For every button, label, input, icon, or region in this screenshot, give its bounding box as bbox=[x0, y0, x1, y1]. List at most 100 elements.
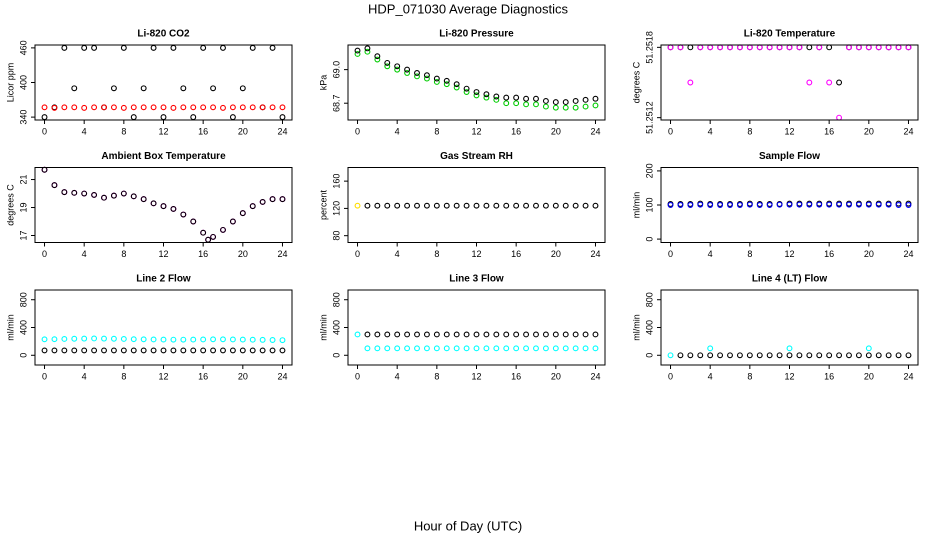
point bbox=[374, 345, 381, 352]
point bbox=[776, 352, 783, 359]
y-tick-label: 800 bbox=[644, 292, 654, 307]
point bbox=[905, 44, 912, 51]
point bbox=[766, 352, 773, 359]
point bbox=[170, 347, 177, 354]
point bbox=[875, 201, 882, 208]
point bbox=[503, 94, 510, 101]
plot-area bbox=[41, 44, 286, 121]
point bbox=[229, 347, 236, 354]
point bbox=[220, 226, 226, 233]
point bbox=[533, 345, 539, 352]
point bbox=[885, 201, 892, 208]
x-tick-label: 8 bbox=[121, 371, 126, 381]
point bbox=[572, 98, 579, 104]
plot-area bbox=[354, 45, 599, 111]
x-tick-label: 4 bbox=[708, 249, 713, 259]
point bbox=[786, 201, 793, 208]
point bbox=[443, 202, 450, 209]
point bbox=[562, 104, 569, 111]
x-tick-label: 8 bbox=[121, 126, 126, 136]
point bbox=[533, 95, 539, 102]
y-tick-label: 0 bbox=[331, 353, 341, 358]
point bbox=[513, 345, 520, 352]
point bbox=[905, 352, 912, 359]
point bbox=[120, 44, 127, 51]
point bbox=[846, 201, 852, 208]
point bbox=[423, 345, 430, 352]
point bbox=[503, 345, 510, 352]
point bbox=[806, 44, 813, 51]
point bbox=[190, 347, 197, 354]
point bbox=[865, 201, 872, 208]
point bbox=[51, 336, 58, 343]
point bbox=[190, 218, 197, 225]
point bbox=[279, 104, 286, 111]
point bbox=[91, 104, 98, 111]
point bbox=[269, 44, 276, 51]
point bbox=[677, 352, 684, 359]
y-axis-label: Licor ppm bbox=[5, 63, 15, 103]
point bbox=[677, 202, 684, 208]
point bbox=[885, 44, 892, 51]
y-tick-label: 120 bbox=[331, 201, 341, 216]
y-axis-label: ml/min bbox=[631, 314, 641, 341]
point bbox=[523, 95, 530, 102]
point bbox=[120, 336, 127, 342]
point bbox=[220, 336, 226, 343]
point bbox=[91, 335, 98, 342]
point bbox=[707, 345, 714, 352]
point bbox=[91, 191, 98, 198]
x-tick-label: 24 bbox=[277, 126, 287, 136]
point bbox=[239, 336, 246, 343]
point bbox=[895, 44, 902, 51]
y-axis-label: degrees C bbox=[631, 61, 641, 103]
point bbox=[667, 202, 674, 208]
point bbox=[220, 44, 226, 51]
x-tick-label: 12 bbox=[471, 249, 481, 259]
point bbox=[414, 331, 420, 338]
point bbox=[727, 44, 733, 51]
point bbox=[776, 44, 783, 51]
point bbox=[513, 94, 520, 101]
point bbox=[865, 44, 872, 51]
point bbox=[542, 98, 549, 104]
point bbox=[697, 352, 704, 359]
point bbox=[220, 347, 226, 354]
y-tick-label: 340 bbox=[18, 110, 28, 125]
point bbox=[120, 347, 127, 354]
x-tick-label: 24 bbox=[590, 249, 600, 259]
point bbox=[71, 335, 78, 342]
point bbox=[200, 44, 207, 51]
point bbox=[61, 44, 68, 51]
point bbox=[404, 202, 411, 209]
x-tick-label: 0 bbox=[668, 249, 673, 259]
point bbox=[41, 347, 48, 354]
point bbox=[110, 347, 117, 354]
point bbox=[384, 202, 391, 209]
plot-area bbox=[354, 331, 599, 352]
point bbox=[855, 44, 862, 51]
x-tick-label: 16 bbox=[198, 126, 208, 136]
point bbox=[796, 201, 803, 208]
x-tick-label: 24 bbox=[590, 371, 600, 381]
plot-frame bbox=[660, 289, 919, 366]
point bbox=[463, 345, 470, 352]
point bbox=[384, 63, 391, 70]
panel-title: Li-820 Pressure bbox=[439, 29, 514, 40]
y-tick-label: 68.7 bbox=[331, 94, 341, 112]
point bbox=[483, 345, 490, 352]
point bbox=[61, 189, 68, 196]
point bbox=[667, 352, 674, 359]
point bbox=[160, 104, 167, 111]
point bbox=[717, 202, 724, 208]
point bbox=[786, 345, 793, 352]
point bbox=[433, 78, 440, 85]
point bbox=[269, 337, 276, 343]
point bbox=[816, 352, 823, 359]
point bbox=[354, 47, 361, 54]
point bbox=[239, 104, 246, 111]
x-tick-label: 16 bbox=[824, 371, 834, 381]
point bbox=[220, 104, 226, 111]
point bbox=[582, 202, 589, 209]
point bbox=[826, 201, 833, 208]
